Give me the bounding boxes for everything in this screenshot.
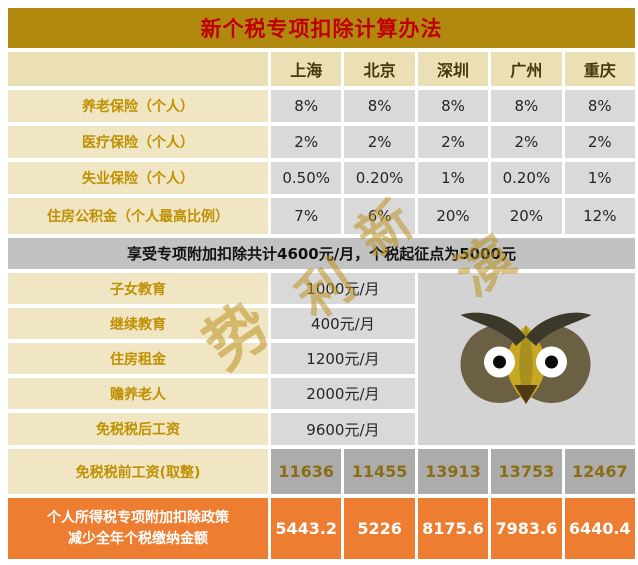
annual-savings-label-line2: 减少全年个税缴纳金额 bbox=[68, 530, 208, 547]
savings-cell: 8175.6 bbox=[417, 498, 489, 559]
city-header-shanghai: 上海 bbox=[271, 52, 342, 86]
data-cell: 8% bbox=[564, 90, 635, 122]
row-label-unemployment: 失业保险（个人） bbox=[8, 162, 268, 194]
data-cell: 2% bbox=[271, 126, 342, 158]
savings-cell: 5226 bbox=[344, 498, 415, 559]
data-cell: 12% bbox=[564, 198, 635, 234]
savings-cell: 7983.6 bbox=[491, 498, 562, 559]
row-label-pension: 养老保险（个人） bbox=[8, 90, 268, 122]
row-label-pretax-salary: 免税税前工资(取整) bbox=[8, 449, 268, 494]
data-cell: 0.20% bbox=[491, 162, 562, 194]
page-title: 新个税专项扣除计算办法 bbox=[8, 8, 635, 48]
row-label-medical: 医疗保险（个人） bbox=[8, 126, 268, 158]
row-label-annual-savings: 个人所得税专项附加扣除政策 减少全年个税缴纳金额 bbox=[8, 498, 268, 559]
data-cell: 1% bbox=[564, 162, 635, 194]
data-cell: 0.50% bbox=[271, 162, 342, 194]
data-cell: 20% bbox=[491, 198, 562, 234]
row-label-housing-fund: 住房公积金（个人最高比例） bbox=[8, 198, 268, 234]
city-header-shenzhen: 深圳 bbox=[417, 52, 489, 86]
pretax-cell: 11636 bbox=[271, 449, 342, 494]
owl-logo-cell bbox=[417, 273, 635, 445]
row-label-housing-rent: 住房租金 bbox=[8, 343, 268, 374]
row-label-continuing-education: 继续教育 bbox=[8, 308, 268, 339]
row-label-child-education: 子女教育 bbox=[8, 273, 268, 304]
data-cell: 20% bbox=[417, 198, 489, 234]
savings-cell: 5443.2 bbox=[271, 498, 342, 559]
deduction-notice-banner: 享受专项附加扣除共计4600元/月，个税起征点为5000元 bbox=[8, 238, 635, 269]
pretax-cell: 12467 bbox=[564, 449, 635, 494]
data-cell: 8% bbox=[271, 90, 342, 122]
pretax-cell: 11455 bbox=[344, 449, 415, 494]
owl-icon bbox=[418, 273, 635, 445]
data-cell: 7% bbox=[271, 198, 342, 234]
data-cell: 8% bbox=[491, 90, 562, 122]
value-cell-housing-rent: 1200元/月 bbox=[271, 343, 415, 374]
pretax-cell: 13913 bbox=[417, 449, 489, 494]
data-cell: 8% bbox=[344, 90, 415, 122]
data-cell: 2% bbox=[491, 126, 562, 158]
value-cell-aftertax-salary: 9600元/月 bbox=[271, 413, 415, 445]
row-label-elderly-support: 赡养老人 bbox=[8, 378, 268, 409]
data-cell: 2% bbox=[344, 126, 415, 158]
value-cell-continuing-education: 400元/月 bbox=[271, 308, 415, 339]
data-cell: 2% bbox=[564, 126, 635, 158]
savings-cell: 6440.4 bbox=[564, 498, 635, 559]
pretax-cell: 13753 bbox=[491, 449, 562, 494]
city-header-guangzhou: 广州 bbox=[491, 52, 562, 86]
value-cell-elderly-support: 2000元/月 bbox=[271, 378, 415, 409]
city-header-beijing: 北京 bbox=[344, 52, 415, 86]
value-cell-child-education: 1000元/月 bbox=[271, 273, 415, 304]
data-cell: 6% bbox=[344, 198, 415, 234]
row-label-aftertax-salary: 免税税后工资 bbox=[8, 413, 268, 445]
data-cell: 2% bbox=[417, 126, 489, 158]
tax-deduction-table: 新个税专项扣除计算办法 上海 北京 深圳 广州 重庆 养老保险（个人） 8% 8… bbox=[8, 8, 635, 559]
data-cell: 0.20% bbox=[344, 162, 415, 194]
header-empty-cell bbox=[8, 52, 268, 86]
data-cell: 1% bbox=[417, 162, 489, 194]
annual-savings-label-line1: 个人所得税专项附加扣除政策 bbox=[47, 509, 229, 526]
city-header-chongqing: 重庆 bbox=[564, 52, 635, 86]
data-cell: 8% bbox=[417, 90, 489, 122]
